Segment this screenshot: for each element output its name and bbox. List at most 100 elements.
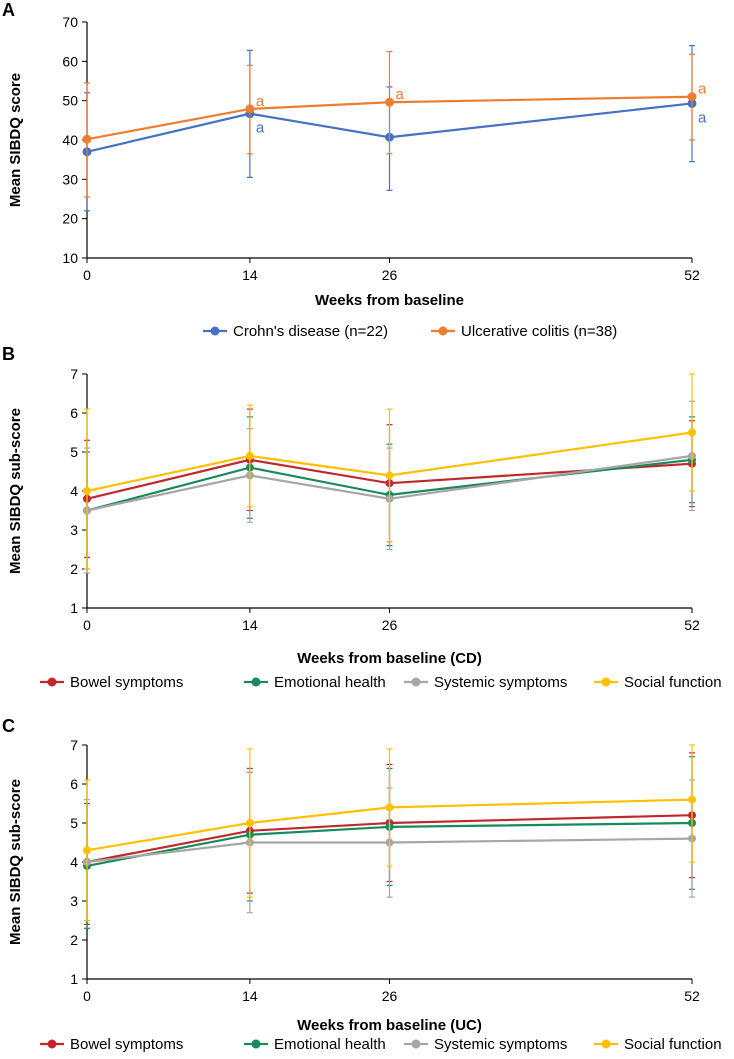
series-line	[86, 821, 693, 867]
y-tick-label: 1	[70, 600, 78, 616]
significance-marker: a	[256, 93, 265, 110]
x-tick-label: 14	[242, 617, 258, 633]
legend-label: Social function	[624, 674, 722, 691]
data-point	[82, 134, 92, 144]
data-point	[688, 428, 696, 437]
data-point	[245, 104, 255, 114]
series-line	[86, 95, 693, 141]
y-tick-label: 40	[62, 132, 78, 148]
data-point	[83, 487, 91, 495]
legend-label: Emotional health	[274, 674, 386, 691]
x-axis-label: Weeks from baseline (UC)	[297, 1017, 482, 1034]
y-tick-label: 4	[70, 854, 78, 870]
data-point	[83, 846, 91, 855]
y-tick-label: 60	[62, 53, 78, 69]
series-social-function	[83, 744, 696, 922]
data-point	[688, 795, 696, 804]
legend-swatch-marker	[47, 1039, 57, 1049]
legend-swatch-marker	[210, 326, 220, 336]
x-tick-label: 52	[684, 988, 700, 1004]
legend-item: Bowel symptoms	[40, 1036, 183, 1053]
legend: Crohn's disease (n=22) Ulcerative colitis…	[203, 323, 617, 340]
y-tick-label: 20	[62, 211, 78, 227]
x-tick-label: 26	[382, 617, 398, 633]
legend-swatch-marker	[47, 677, 57, 687]
data-point	[385, 803, 394, 812]
legend-item: Crohn's disease (n=22)	[203, 323, 388, 340]
legend-label: Ulcerative colitis (n=38)	[461, 323, 617, 340]
legend-swatch-marker	[601, 677, 611, 687]
y-tick-label: 50	[62, 93, 78, 109]
series-line	[86, 454, 693, 512]
y-tick-label: 70	[62, 14, 78, 30]
y-tick-label: 7	[70, 366, 78, 382]
x-tick-label: 26	[382, 988, 398, 1004]
legend-label: Systemic symptoms	[434, 674, 567, 691]
y-tick-label: 2	[70, 561, 78, 577]
legend-swatch-marker	[411, 677, 421, 687]
panel-letter: C	[2, 716, 15, 736]
y-tick-label: 1	[70, 971, 78, 987]
series-line	[86, 837, 693, 864]
y-axis-label: Mean SIBDQ score	[7, 73, 24, 207]
series-line	[86, 458, 693, 500]
y-tick-label: 6	[70, 776, 78, 792]
x-axis-label: Weeks from baseline	[315, 292, 464, 309]
series-line	[86, 798, 693, 852]
y-tick-label: 6	[70, 405, 78, 421]
significance-marker: a	[256, 120, 265, 137]
data-point	[245, 451, 254, 460]
legend-item: Bowel symptoms	[40, 674, 183, 691]
y-tick-label: 4	[70, 483, 78, 499]
x-tick-label: 0	[83, 617, 91, 633]
legend-label: Emotional health	[274, 1036, 386, 1053]
legend: Bowel symptoms Emotional health Systemic s…	[40, 1036, 722, 1053]
legend-label: Systemic symptoms	[434, 1036, 567, 1053]
legend-item: Emotional health	[244, 674, 386, 691]
legend-swatch-marker	[438, 326, 448, 336]
series-line	[86, 102, 693, 153]
legend-swatch-marker	[411, 1039, 421, 1049]
data-point	[385, 97, 394, 107]
x-tick-label: 52	[684, 617, 700, 633]
x-axis-label: Weeks from baseline (CD)	[297, 650, 482, 667]
x-tick-label: 14	[242, 988, 258, 1004]
y-tick-label: 5	[70, 815, 78, 831]
panel-letter: A	[2, 0, 15, 20]
y-axis-label: Mean SIBDQ sub-score	[7, 779, 24, 945]
y-tick-label: 2	[70, 932, 78, 948]
data-point	[687, 92, 697, 102]
y-tick-label: 5	[70, 444, 78, 460]
legend-item: Systemic symptoms	[404, 674, 567, 691]
legend-label: Bowel symptoms	[70, 1036, 183, 1053]
x-tick-label: 0	[83, 988, 91, 1004]
y-axis-label: Mean SIBDQ sub-score	[7, 408, 24, 574]
legend-swatch-marker	[601, 1039, 611, 1049]
x-tick-label: 26	[382, 267, 398, 283]
y-tick-label: 7	[70, 737, 78, 753]
y-tick-label: 3	[70, 522, 78, 538]
x-tick-label: 52	[684, 267, 700, 283]
data-point	[385, 471, 394, 480]
y-tick-label: 3	[70, 893, 78, 909]
y-tick-label: 10	[62, 250, 78, 266]
legend-item: Social function	[594, 674, 722, 691]
legend-item: Emotional health	[244, 1036, 386, 1053]
legend: Bowel symptoms Emotional health Systemic s…	[40, 674, 722, 691]
series-line	[86, 431, 693, 493]
significance-marker: a	[698, 81, 707, 98]
y-tick-label: 30	[62, 171, 78, 187]
significance-marker: a	[698, 109, 707, 126]
legend-item: Ulcerative colitis (n=38)	[431, 323, 617, 340]
data-point	[245, 819, 254, 827]
significance-marker: a	[396, 86, 405, 103]
legend-swatch-marker	[251, 1039, 261, 1049]
legend-item: Systemic symptoms	[404, 1036, 567, 1053]
chart-panel-a: A 10 20 30 40 50 60 70 0 14 26 52 Weeks from baselin…	[2, 0, 707, 340]
legend-item: Social function	[594, 1036, 722, 1053]
panel-letter: B	[2, 344, 15, 364]
series-line	[86, 814, 693, 864]
x-tick-label: 0	[83, 267, 91, 283]
